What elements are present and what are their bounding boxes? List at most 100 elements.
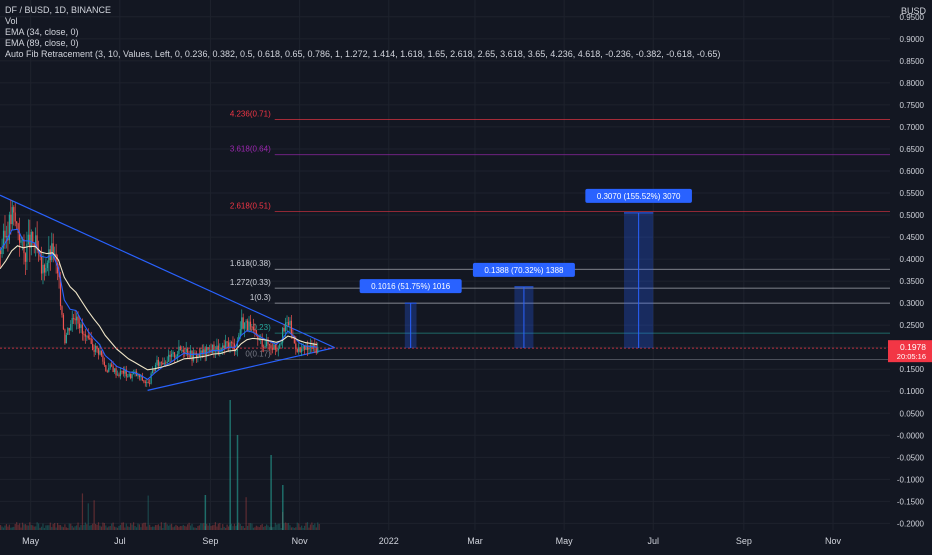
indicator-ema89[interactable]: EMA (89, close, 0) [5,38,79,48]
volume-bar [223,526,225,530]
volume-bar [105,525,107,530]
volume-bar [54,523,56,530]
volume-bar [113,526,116,530]
volume-bar [292,527,294,530]
candle-body [134,371,136,373]
volume-bar [144,522,146,530]
volume-bar [165,522,167,530]
volume-bar [97,522,100,530]
volume-bar [143,522,145,530]
trendline-upper[interactable] [0,194,335,349]
volume-bar [270,455,272,530]
indicator-auto-fib[interactable]: Auto Fib Retracement (3, 10, Values, Lef… [5,49,721,59]
volume-bar [67,527,69,530]
candle-body [306,345,309,350]
trendline-lower[interactable] [147,347,335,391]
volume-bar [77,522,79,530]
volume-bar [200,523,202,530]
volume-bar [17,524,19,530]
volume-bar [204,495,207,530]
candle-body [51,243,53,261]
y-tick-label: -0.0500 [897,453,925,462]
volume-bar [5,524,8,530]
volume-bar [124,527,126,530]
candle-body [14,212,16,222]
volume-bar [189,525,192,530]
fib-label: (0.23) [250,323,271,332]
y-tick-label: 0.7500 [900,101,925,110]
candle-body [220,348,222,350]
candle-body [27,234,29,245]
volume-bar [214,522,217,530]
indicator-vol[interactable]: Vol [5,16,18,26]
candle-body [188,355,190,357]
candle-body [315,346,317,353]
volume-bar [16,522,18,530]
volume-bar [302,527,304,530]
volume-bar [56,523,59,530]
candle-body [83,333,85,335]
volume-bar [157,524,160,530]
x-tick-label: 2022 [379,536,399,546]
candle-body [261,338,263,347]
volume-bar [64,524,66,530]
volume-bar [10,527,12,530]
volume-bar [273,526,275,530]
candle-body [16,221,18,224]
indicator-ema34[interactable]: EMA (34, close, 0) [5,27,79,37]
volume-bar [111,523,113,530]
candle-body [24,253,27,262]
candle-body [299,347,301,353]
volume-bar [61,526,63,530]
candle-body [70,324,72,331]
volume-bar [140,527,142,530]
x-axis-bg [0,530,932,550]
candle-body [198,353,200,356]
volume-bar [153,526,155,530]
x-tick-label: Nov [292,536,309,546]
volume-bar [84,522,86,530]
volume-bar [276,524,278,530]
volume-bar [277,523,279,530]
candle-body [111,364,113,367]
candle-body [181,349,183,351]
fib-label: 1.272(0.33) [230,278,271,287]
candle-body [45,268,47,273]
x-axis[interactable]: May Jul Sep Nov 2022 Mar May Jul Sep Nov [0,530,932,550]
candle-body [185,348,187,353]
volume-bar [43,527,46,530]
candle-body [94,345,97,352]
candle-body [151,369,154,374]
projection-label: 0.3070 (155.52%) 3070 [597,192,681,201]
y-tick-label: 0.4000 [900,255,925,264]
volume-bar [150,527,152,530]
volume-bar [73,527,75,530]
volume-bar [264,526,266,530]
ema89-line [0,245,318,371]
candle-body [40,256,43,274]
candle-body [163,362,165,365]
volume-bar [138,524,141,530]
volume-bar [116,527,119,530]
y-tick-label: 0.7000 [900,123,925,132]
candle-body [81,324,84,334]
candle-body [238,335,240,341]
volume-bar [159,526,161,530]
volume-bar [263,527,265,530]
candle-body [317,347,319,353]
candle-body [11,207,13,225]
candle-body [284,322,287,332]
volume-bar [119,525,122,530]
symbol-title[interactable]: DF / BUSD, 1D, BINANCE [5,5,112,15]
candle-body [130,373,132,379]
fib-label: 4.236(0.71) [230,109,271,118]
candle-body [65,334,67,344]
candle-body [208,349,211,351]
volume-bar [168,525,170,530]
chart-legend: DF / BUSD, 1D, BINANCE Vol EMA (34, clos… [5,5,720,60]
volume-bar [46,525,48,530]
candle-body [78,323,81,328]
